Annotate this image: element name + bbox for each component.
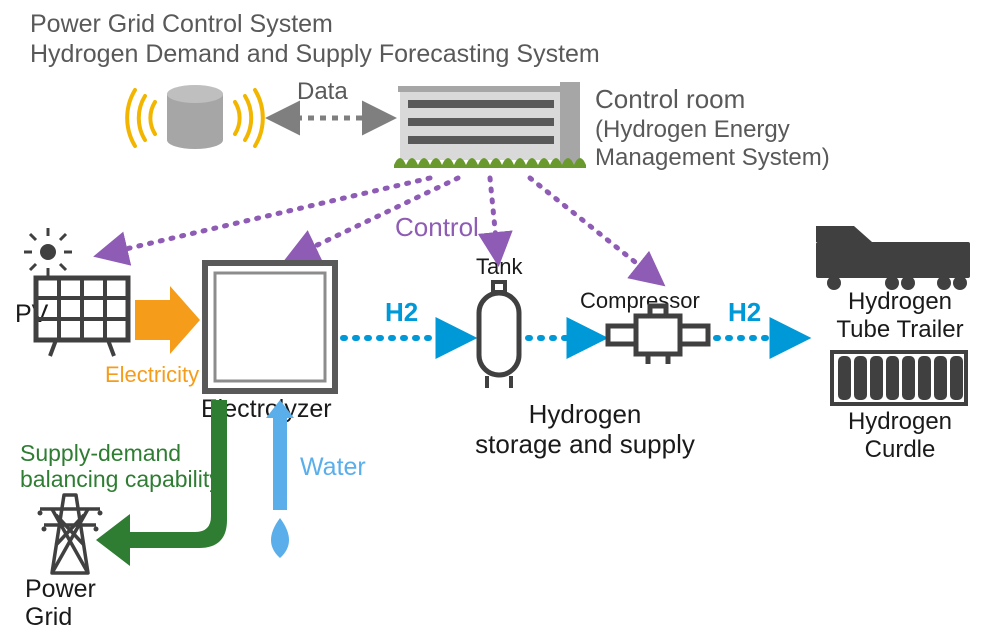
control-room-sub2: Management System) — [595, 144, 830, 172]
powergrid-line1: Power — [25, 575, 96, 604]
title-line2: Hydrogen Demand and Supply Forecasting S… — [30, 40, 600, 69]
trailer-line2: Tube Trailer — [815, 316, 985, 344]
powergrid-line2: Grid — [25, 603, 72, 632]
tank-icon — [479, 282, 519, 388]
electrolyzer-label: Electrolyzer — [201, 395, 332, 424]
title-line1: Power Grid Control System — [30, 10, 333, 39]
truck-icon — [816, 226, 970, 290]
diagram-stage: Power Grid Control System Hydrogen Deman… — [0, 0, 1000, 637]
supply-line1: Supply-demand — [20, 440, 181, 466]
electricity-label: Electricity — [105, 362, 199, 387]
h2-label-2: H2 — [728, 298, 761, 328]
control-arrows — [100, 178, 660, 282]
storage-line2: storage and supply — [445, 430, 725, 460]
pylon-icon — [38, 495, 103, 573]
database-icon — [127, 85, 263, 149]
curdle-icon — [832, 352, 966, 404]
electricity-arrow-icon — [135, 286, 200, 354]
supply-line2: balancing capability — [20, 466, 221, 492]
pv-label: PV — [15, 300, 48, 329]
storage-line1: Hydrogen — [445, 400, 725, 430]
curdle-line1: Hydrogen — [825, 408, 975, 436]
compressor-icon — [608, 306, 708, 364]
building-icon — [394, 82, 586, 168]
trailer-line1: Hydrogen — [815, 288, 985, 316]
curdle-line2: Curdle — [825, 436, 975, 464]
control-room-title: Control room — [595, 85, 745, 115]
tank-label: Tank — [476, 254, 522, 279]
solar-panel-icon — [24, 228, 128, 356]
control-label: Control — [395, 213, 479, 243]
h2-label-1: H2 — [385, 298, 418, 328]
compressor-label: Compressor — [580, 288, 700, 313]
electrolyzer-icon — [205, 263, 335, 391]
data-label: Data — [297, 78, 348, 106]
water-label: Water — [300, 453, 366, 482]
control-room-sub1: (Hydrogen Energy — [595, 116, 790, 144]
